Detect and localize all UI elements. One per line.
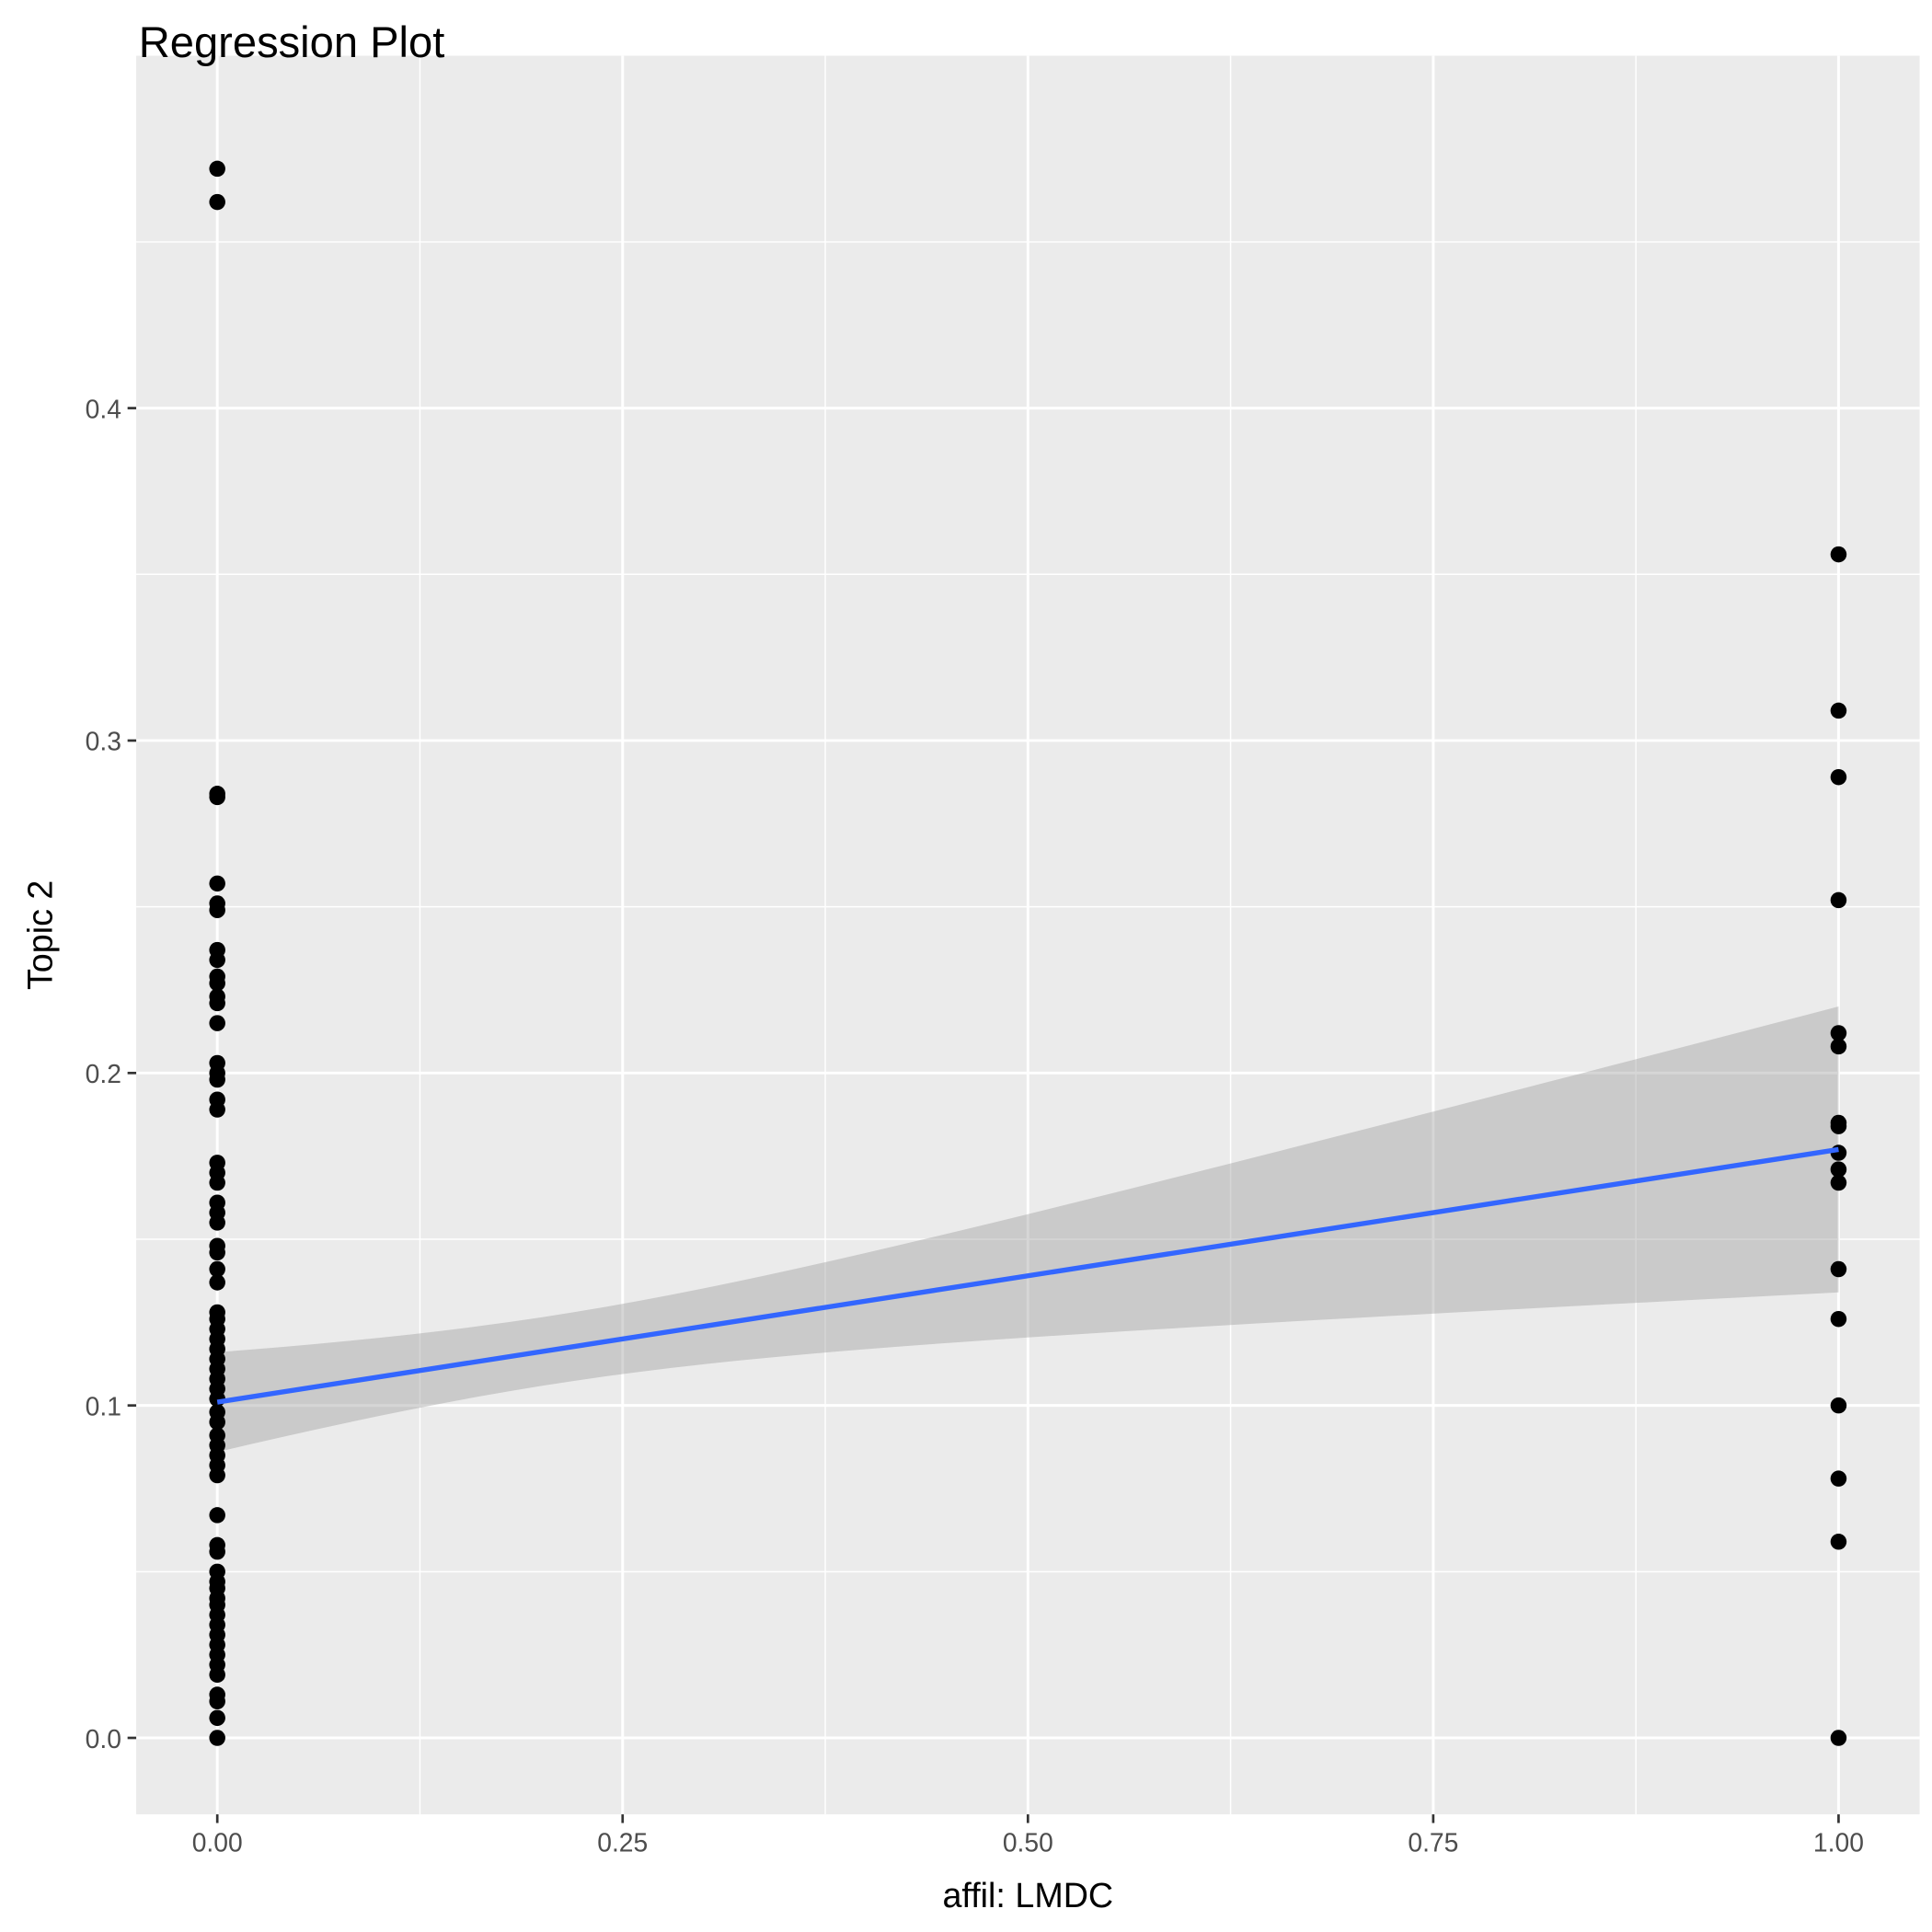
x-tick-label: 0.75 — [1408, 1828, 1458, 1857]
x-tick-label: 0.25 — [597, 1828, 648, 1857]
data-point — [1830, 1025, 1847, 1041]
data-point — [1830, 1310, 1847, 1328]
data-point — [209, 902, 225, 918]
data-point — [209, 1274, 225, 1291]
data-point — [1830, 1118, 1847, 1134]
y-tick-label: 0.3 — [86, 727, 121, 756]
data-point — [1830, 702, 1847, 719]
data-point — [209, 875, 225, 892]
data-point — [1830, 546, 1847, 563]
data-point — [1830, 1470, 1847, 1487]
data-point — [209, 1466, 225, 1484]
x-tick-label: 0.50 — [1003, 1828, 1053, 1857]
data-point — [209, 1214, 225, 1231]
data-point — [1830, 1038, 1847, 1055]
y-tick-label: 0.2 — [86, 1059, 121, 1088]
data-point — [1830, 1260, 1847, 1278]
y-tick-label: 0.0 — [86, 1724, 121, 1754]
data-point — [209, 1709, 225, 1727]
data-point — [209, 1413, 225, 1431]
data-point — [1830, 1174, 1847, 1191]
data-point — [1830, 1397, 1847, 1414]
data-point — [209, 1260, 225, 1278]
y-tick-label: 0.1 — [86, 1391, 121, 1420]
data-point — [209, 1071, 225, 1088]
data-point — [209, 1693, 225, 1710]
data-point — [209, 160, 225, 178]
data-point — [209, 1174, 225, 1191]
regression-line — [216, 1146, 1839, 1405]
data-point — [1830, 1534, 1847, 1550]
x-tick-label: 0.00 — [192, 1828, 243, 1857]
data-point — [209, 1666, 225, 1684]
x-axis-title: affil: LMDC — [942, 1876, 1113, 1915]
data-point — [1830, 891, 1847, 909]
data-point — [209, 788, 225, 806]
data-point — [209, 1101, 225, 1118]
y-tick-label: 0.4 — [86, 394, 121, 423]
data-point — [209, 974, 225, 992]
data-point — [209, 1730, 225, 1746]
data-point — [1830, 768, 1847, 786]
data-point — [1830, 1730, 1847, 1746]
data-point — [209, 1507, 225, 1524]
y-axis-title: Topic 2 — [21, 880, 60, 990]
data-point — [209, 1244, 225, 1261]
data-point — [209, 995, 225, 1012]
data-point — [1830, 1161, 1847, 1178]
data-point — [209, 1015, 225, 1031]
data-point — [209, 193, 225, 211]
x-tick-label: 1.00 — [1813, 1828, 1864, 1857]
data-point — [209, 1543, 225, 1560]
chart-title: Regression Plot — [139, 17, 445, 66]
data-point — [209, 951, 225, 969]
